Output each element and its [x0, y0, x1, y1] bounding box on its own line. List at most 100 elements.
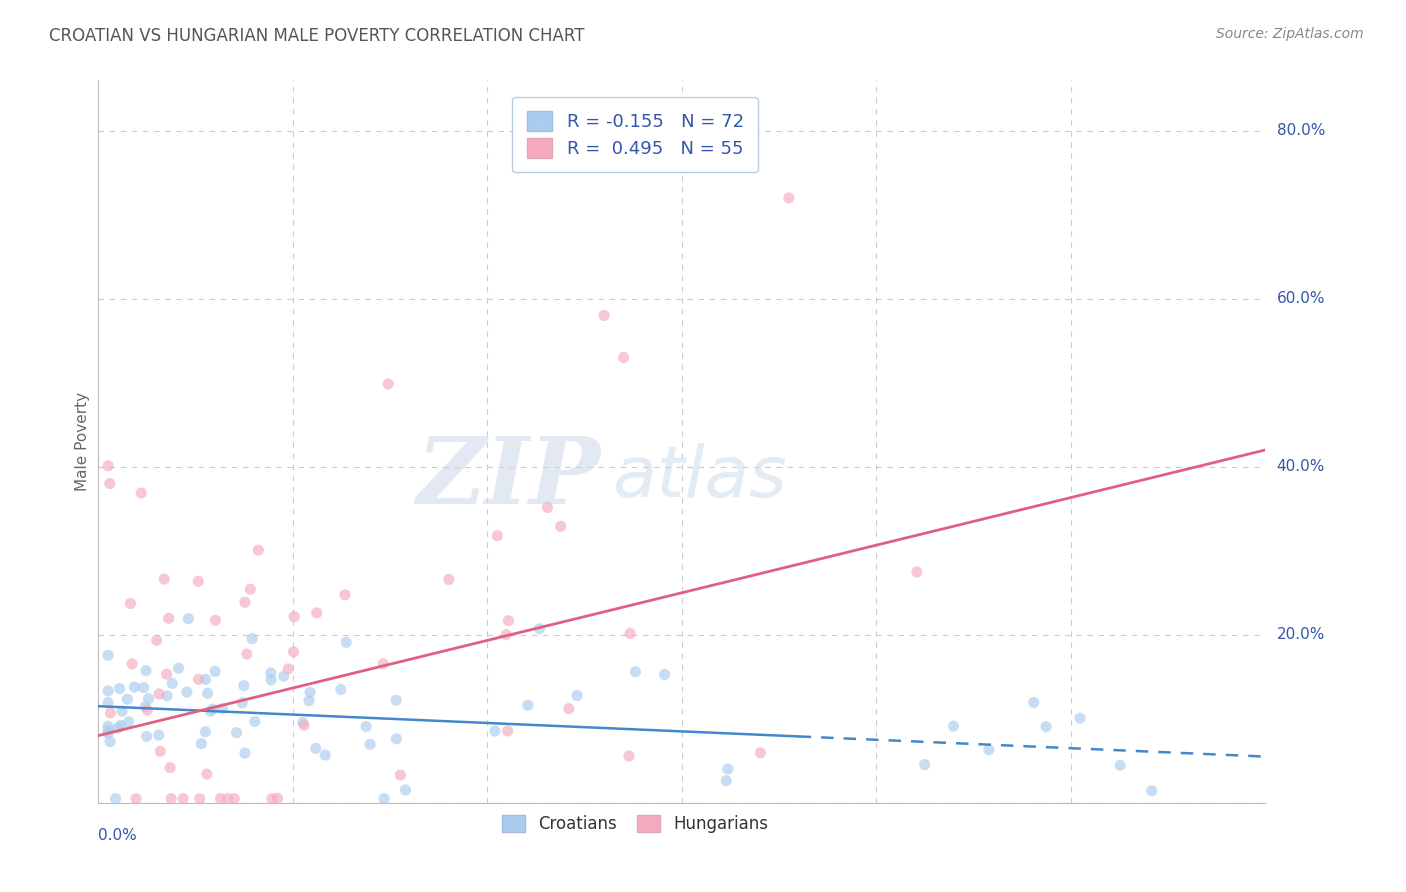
- Point: [97, 726, 120, 740]
- Point: [172, 791, 194, 805]
- Point: [204, 665, 226, 679]
- Point: [156, 667, 179, 681]
- Text: atlas: atlas: [612, 443, 786, 512]
- Point: [593, 309, 616, 323]
- Point: [617, 749, 640, 764]
- Point: [231, 696, 253, 710]
- Point: [240, 632, 263, 646]
- Point: [354, 719, 377, 733]
- Point: [97, 696, 120, 710]
- Point: [314, 747, 336, 762]
- Point: [516, 698, 538, 713]
- Point: [190, 737, 212, 751]
- Point: [942, 719, 965, 733]
- Point: [129, 486, 152, 500]
- Point: [394, 783, 416, 797]
- Point: [104, 791, 127, 805]
- Point: [496, 723, 519, 738]
- Point: [176, 685, 198, 699]
- Point: [305, 741, 328, 756]
- Point: [236, 647, 259, 661]
- Point: [1035, 720, 1057, 734]
- Point: [329, 682, 352, 697]
- Y-axis label: Male Poverty: Male Poverty: [75, 392, 90, 491]
- Point: [624, 665, 647, 679]
- Point: [277, 662, 299, 676]
- Point: [536, 500, 558, 515]
- Point: [187, 673, 209, 687]
- Point: [136, 703, 159, 717]
- Point: [749, 746, 772, 760]
- Point: [111, 704, 134, 718]
- Point: [145, 633, 167, 648]
- Point: [187, 574, 209, 589]
- Point: [108, 681, 131, 696]
- Point: [914, 757, 936, 772]
- Point: [200, 704, 222, 718]
- Point: [211, 702, 233, 716]
- Point: [97, 723, 120, 738]
- Point: [484, 724, 506, 739]
- Point: [550, 519, 572, 533]
- Point: [558, 701, 581, 715]
- Point: [495, 628, 517, 642]
- Point: [100, 706, 122, 720]
- Point: [194, 724, 217, 739]
- Point: [389, 768, 412, 782]
- Point: [97, 458, 120, 473]
- Point: [177, 612, 200, 626]
- Point: [156, 689, 179, 703]
- Point: [209, 791, 232, 805]
- Point: [333, 588, 356, 602]
- Point: [243, 714, 266, 729]
- Point: [299, 685, 322, 699]
- Point: [385, 693, 408, 707]
- Point: [148, 728, 170, 742]
- Point: [292, 718, 315, 732]
- Point: [486, 529, 509, 543]
- Point: [149, 744, 172, 758]
- Text: ZIP: ZIP: [416, 433, 600, 523]
- Point: [359, 738, 381, 752]
- Point: [717, 762, 740, 776]
- Point: [716, 773, 738, 788]
- Point: [160, 791, 183, 805]
- Point: [160, 676, 183, 690]
- Point: [498, 614, 520, 628]
- Point: [98, 734, 121, 748]
- Text: 20.0%: 20.0%: [1277, 627, 1324, 642]
- Point: [654, 667, 676, 681]
- Point: [132, 681, 155, 695]
- Point: [1069, 711, 1091, 725]
- Text: 0.0%: 0.0%: [98, 828, 138, 843]
- Point: [373, 791, 395, 805]
- Point: [135, 730, 157, 744]
- Point: [194, 673, 217, 687]
- Point: [565, 689, 588, 703]
- Point: [1109, 758, 1132, 772]
- Point: [283, 645, 305, 659]
- Point: [298, 694, 321, 708]
- Point: [905, 565, 928, 579]
- Point: [273, 669, 295, 683]
- Point: [619, 626, 641, 640]
- Point: [195, 767, 218, 781]
- Point: [117, 714, 139, 729]
- Point: [247, 543, 270, 558]
- Point: [107, 721, 129, 735]
- Point: [97, 719, 120, 733]
- Point: [135, 664, 157, 678]
- Point: [225, 725, 247, 739]
- Point: [1140, 784, 1163, 798]
- Point: [529, 622, 551, 636]
- Point: [159, 761, 181, 775]
- Point: [778, 191, 800, 205]
- Point: [239, 582, 262, 597]
- Point: [232, 679, 254, 693]
- Text: Source: ZipAtlas.com: Source: ZipAtlas.com: [1216, 27, 1364, 41]
- Point: [335, 635, 357, 649]
- Point: [260, 673, 283, 687]
- Point: [233, 595, 256, 609]
- Point: [117, 692, 139, 706]
- Point: [125, 791, 148, 805]
